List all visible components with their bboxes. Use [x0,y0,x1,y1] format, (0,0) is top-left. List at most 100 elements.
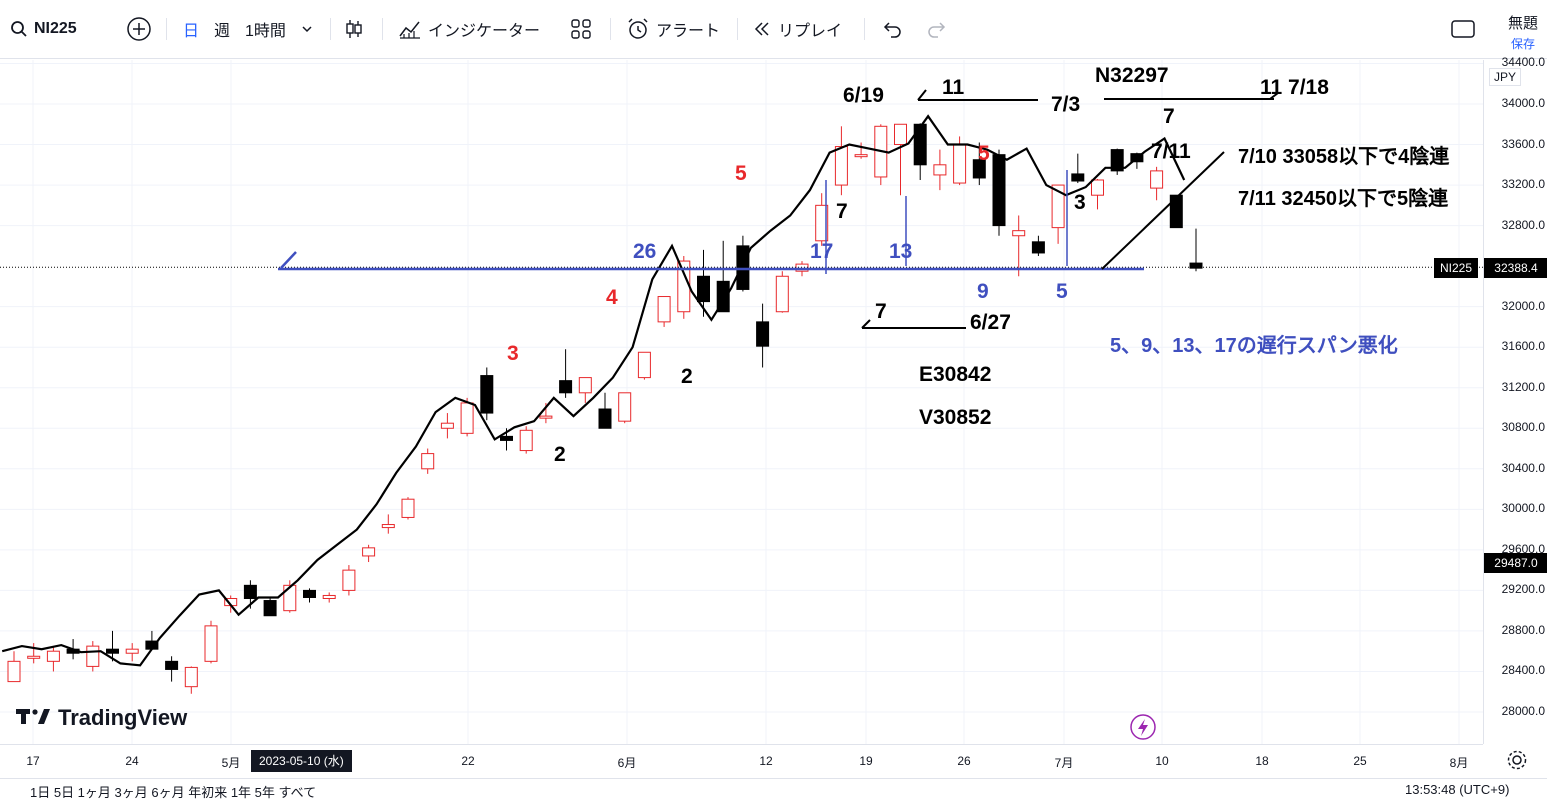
replay-button[interactable]: リプレイ [752,14,842,44]
candle-body [165,660,179,670]
toolbar-divider [864,18,865,40]
tv-watermark-text: TradingView [58,705,188,730]
toolbar-divider [382,18,383,40]
undo-button[interactable] [881,14,903,44]
fullscreen-button[interactable] [1450,14,1476,44]
candle-body [500,435,513,441]
candle-body [7,660,21,683]
layout-templates-button[interactable] [570,14,592,44]
time-tick-label: 8月 [1449,756,1469,770]
candle-body [933,164,947,176]
candle-body [480,375,494,414]
time-tick-label: 26 [957,754,971,768]
trend-line [1101,151,1225,270]
indicators-icon [398,18,422,40]
alert-button[interactable]: アラート [626,14,720,44]
candle-body [894,123,907,146]
level-line-11-tick [917,89,927,101]
interval-dropdown-button[interactable] [300,14,314,44]
undo-icon [881,19,903,39]
grid-icon [570,18,592,40]
price-tick-label: 32000.0 [1501,298,1545,313]
time-tick-label: 6月 [617,756,637,770]
annotation-text: 7/10 33058以下で4陰連 [1238,146,1450,168]
interval-day-button[interactable]: 日 [183,23,200,40]
lightning-icon[interactable] [1130,714,1156,740]
interval-week-button[interactable]: 週 [214,23,231,40]
candle-body [834,146,848,186]
annotation-text: 26 [633,240,657,263]
gear-icon [1505,750,1529,776]
time-tick-label: 24 [125,754,139,768]
candle-body [953,144,967,184]
chart-settings-button[interactable] [1505,748,1529,777]
price-tick-label: 31200.0 [1501,379,1545,394]
candlestick-icon [343,18,365,40]
layout-save-group[interactable]: 無題 保存 [1500,12,1546,52]
price-chart[interactable] [0,60,1483,744]
candle-body [854,154,868,158]
price-tick-label: 29600.0 [1501,541,1545,556]
candle-body [756,321,770,347]
redo-button[interactable] [926,14,948,44]
indicators-button[interactable]: インジケーター [398,14,540,44]
price-tick-label: 32800.0 [1501,217,1545,232]
annotation-text: 7/11 [1151,140,1191,163]
candle-body [1150,170,1164,189]
candle-body [243,584,257,600]
annotation-text: 2 [681,365,693,388]
price-tick-label: 28400.0 [1501,663,1545,678]
annotation-text: 5、9、13、17の遅行スパン悪化 [1110,335,1398,357]
crosshair-date-label: 2023-05-10 (水) [251,750,352,772]
annotation-text: 4 [606,286,618,309]
interval-hour-button[interactable]: 1時間 [245,23,286,40]
chart-type-button[interactable] [343,14,365,44]
clock-label[interactable]: 13:53:48 (UTC+9) [1405,782,1510,797]
window-icon [1450,18,1476,40]
chevron-down-icon [300,22,314,36]
marker-price-tag: 29487.0 [1484,553,1547,573]
candle-body [539,415,553,419]
toolbar-divider [737,18,738,40]
candle-body [381,524,395,529]
level-line-6-27-tick [861,319,871,329]
candle-body [578,377,592,394]
currency-button[interactable]: JPY [1489,68,1522,86]
compare-symbol-button[interactable] [126,14,152,44]
annotation-text: 7/3 [1051,93,1081,116]
candle-body [697,275,710,303]
candle-body [204,625,218,662]
annotation-text: 7/11 32450以下で5陰連 [1238,188,1449,210]
price-axis[interactable]: JPY 34400.0 34000.0 33600.0 33200.0 32800.0 3… [1434,55,1547,744]
annotation-text: 17 [810,240,834,263]
annotation-text: 13 [889,240,913,263]
save-button[interactable]: 保存 [1510,37,1535,51]
candle-body [440,422,454,429]
time-tick-label: 10 [1155,754,1169,768]
toolbar-divider [330,18,331,40]
date-range-buttons[interactable]: 1日 5日 1ヶ月 3ヶ月 6ヶ月 年初来 1年 5年 すべて [30,785,317,800]
chikou-line [1,114,1186,667]
tv-logo-icon [16,706,52,731]
layout-name: 無題 [1507,15,1538,32]
candle-body [519,429,533,452]
candle-body [184,666,198,688]
symbol-search-button[interactable]: NI225 [10,14,77,44]
time-axis[interactable]: 17 24 5月 22 6月 12 19 26 7月 10 18 25 8月 2023-05-10 (水… [0,744,1483,779]
time-tick-label: 7月 [1054,756,1074,770]
candle-body [618,392,632,422]
time-tick-label: 25 [1353,754,1367,768]
candle-body [322,594,336,600]
chart-pane[interactable]: TradingView 6/19 11 N32297 7/3 11 7/18 7… [0,60,1483,744]
candle-body [559,380,573,394]
candle-body [362,547,376,557]
candle-body [1031,241,1045,254]
plus-circle-icon [126,16,152,42]
candle-body [460,402,474,434]
alarm-clock-icon [626,17,650,41]
annotation-text: 6/19 [843,84,884,107]
tradingview-logo[interactable]: TradingView [16,705,187,731]
price-tick-label: 30000.0 [1501,501,1545,516]
price-tick-label: 33200.0 [1501,177,1545,192]
candle-body [401,498,415,518]
